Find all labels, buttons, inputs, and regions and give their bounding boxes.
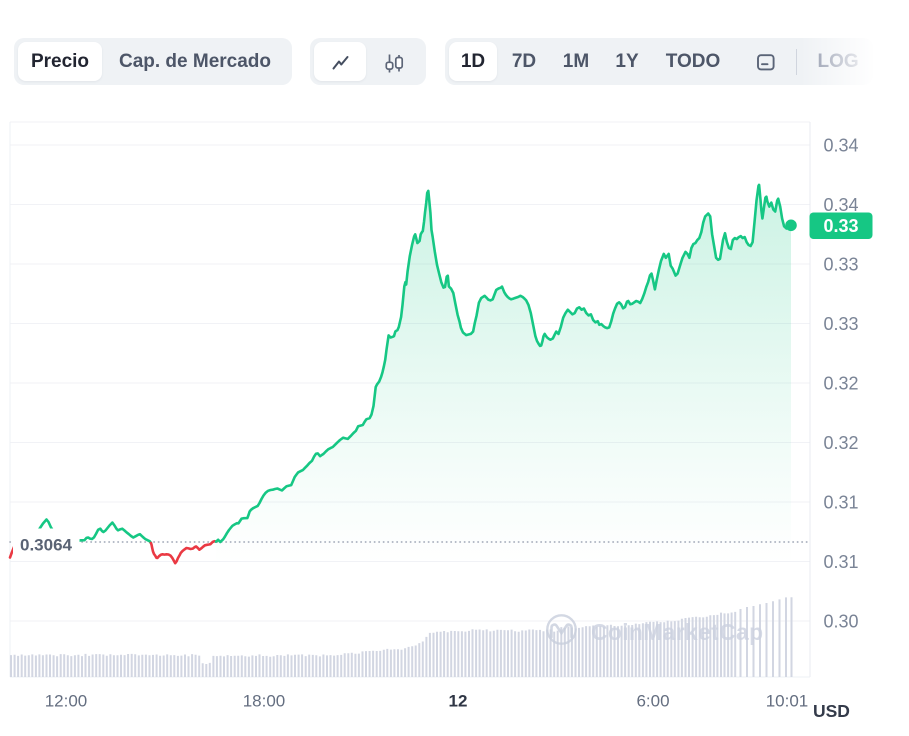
svg-text:0.31: 0.31 [824, 493, 859, 513]
svg-text:USD: USD [813, 701, 850, 721]
svg-text:18:00: 18:00 [243, 692, 286, 711]
svg-text:0.34: 0.34 [824, 136, 859, 156]
svg-text:0.32: 0.32 [824, 433, 859, 453]
svg-text:0.32: 0.32 [824, 374, 859, 394]
svg-text:0.34: 0.34 [824, 195, 859, 215]
svg-text:0.31: 0.31 [824, 552, 859, 572]
svg-text:0.30: 0.30 [824, 612, 859, 632]
svg-text:0.33: 0.33 [824, 314, 859, 334]
svg-text:0.33: 0.33 [824, 255, 859, 275]
svg-text:0.33: 0.33 [823, 216, 858, 236]
svg-text:10:01: 10:01 [766, 692, 809, 711]
svg-text:6:00: 6:00 [636, 692, 669, 711]
svg-text:12:00: 12:00 [45, 692, 88, 711]
svg-text:12: 12 [449, 692, 468, 711]
svg-text:0.3064: 0.3064 [20, 536, 73, 555]
